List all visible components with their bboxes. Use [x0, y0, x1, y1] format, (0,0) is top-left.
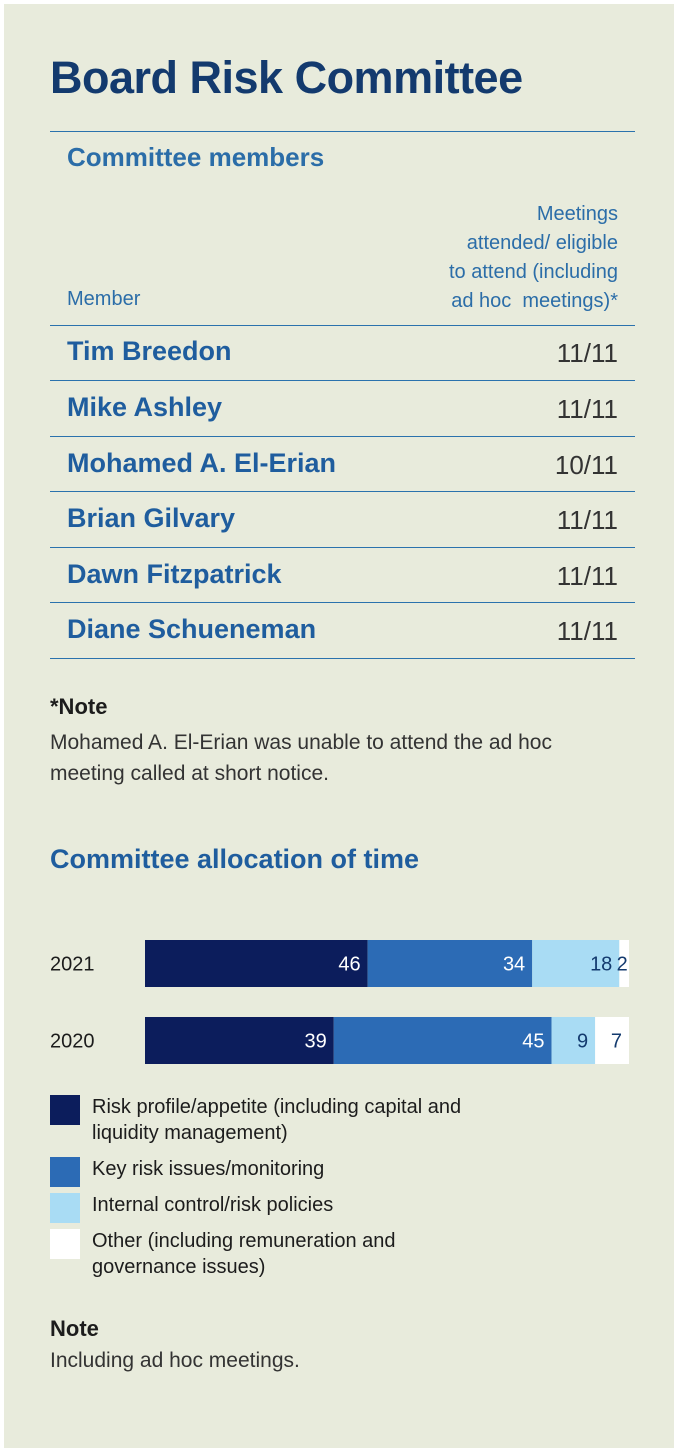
members-heading: Committee members — [67, 142, 325, 172]
member-name: Mohamed A. El-Erian — [67, 448, 337, 478]
category-label: 2020 — [50, 1031, 95, 1053]
allocation-chart: 2021 46 34 18 2 2020 39 45 9 7 — [50, 940, 629, 1064]
data-label: 46 — [338, 954, 360, 976]
member-name: Brian Gilvary — [67, 503, 236, 533]
data-label: 18 — [590, 954, 612, 976]
table-rule — [50, 547, 635, 548]
legend-item: Risk profile/appetite (including capital… — [50, 1094, 470, 1146]
chart-legend: Risk profile/appetite (including capital… — [50, 1094, 470, 1290]
data-label: 2 — [617, 954, 628, 976]
table-rule — [50, 602, 635, 603]
data-label: 39 — [305, 1031, 327, 1053]
legend-item: Key risk issues/monitoring — [50, 1156, 470, 1187]
table-rule — [50, 658, 635, 659]
page-title: Board Risk Committee — [50, 52, 523, 103]
note-heading: *Note — [50, 694, 108, 719]
divider — [50, 131, 635, 132]
attendance-value: 10/11 — [554, 450, 618, 480]
footnote-heading: Note — [50, 1316, 99, 1341]
legend-swatch — [50, 1229, 80, 1259]
bar-segment — [145, 940, 368, 987]
member-name: Tim Breedon — [67, 336, 232, 366]
meetings-header-line: Meetings — [536, 203, 618, 225]
data-label: 9 — [577, 1031, 588, 1053]
table-rule — [50, 325, 635, 326]
attendance-value: 11/11 — [556, 561, 618, 591]
attendance-value: 11/11 — [556, 394, 618, 424]
data-label: 7 — [611, 1031, 622, 1053]
allocation-title: Committee allocation of time — [50, 844, 420, 874]
table-rule — [50, 436, 635, 437]
table-rule — [50, 491, 635, 492]
bar-segment — [619, 940, 629, 987]
bar-segment — [333, 1017, 552, 1064]
attendance-value: 11/11 — [556, 505, 618, 535]
member-name: Diane Schueneman — [67, 614, 317, 644]
legend-swatch — [50, 1193, 80, 1223]
data-label: 45 — [522, 1031, 544, 1053]
legend-label: Internal control/risk policies — [92, 1194, 334, 1216]
note-text: Mohamed A. El-Erian was unable to attend… — [50, 731, 552, 785]
category-label: 2021 — [50, 954, 95, 976]
legend-label: Key risk issues/monitoring — [92, 1158, 325, 1180]
legend-item: Internal control/risk policies — [50, 1192, 470, 1223]
data-label: 34 — [503, 954, 525, 976]
committee-panel — [4, 4, 674, 1448]
table-rule — [50, 380, 635, 381]
attendance-value: 11/11 — [556, 616, 618, 646]
bar-segment — [595, 1017, 629, 1064]
meetings-header-line: ad hoc meetings)* — [451, 290, 618, 312]
legend-label: Other (including remuneration and govern… — [92, 1230, 396, 1278]
legend-swatch — [50, 1095, 80, 1125]
bar-segment — [145, 1017, 334, 1064]
footnote-text: Including ad hoc meetings. — [50, 1349, 300, 1372]
bar-segment — [532, 940, 620, 987]
legend-label: Risk profile/appetite (including capital… — [92, 1096, 462, 1144]
legend-swatch — [50, 1157, 80, 1187]
legend-item: Other (including remuneration and govern… — [50, 1228, 470, 1280]
bar-segment — [551, 1017, 596, 1064]
attendance-value: 11/11 — [556, 338, 618, 368]
member-column-header: Member — [67, 288, 141, 310]
member-name: Dawn Fitzpatrick — [67, 559, 282, 589]
meetings-header-line: to attend (including — [448, 261, 618, 283]
meetings-header-line: attended/ eligible — [466, 232, 618, 254]
bar-segment — [367, 940, 533, 987]
meetings-column-header: Meetings attended/ eligible to attend (i… — [378, 200, 618, 316]
member-name: Mike Ashley — [67, 392, 223, 422]
